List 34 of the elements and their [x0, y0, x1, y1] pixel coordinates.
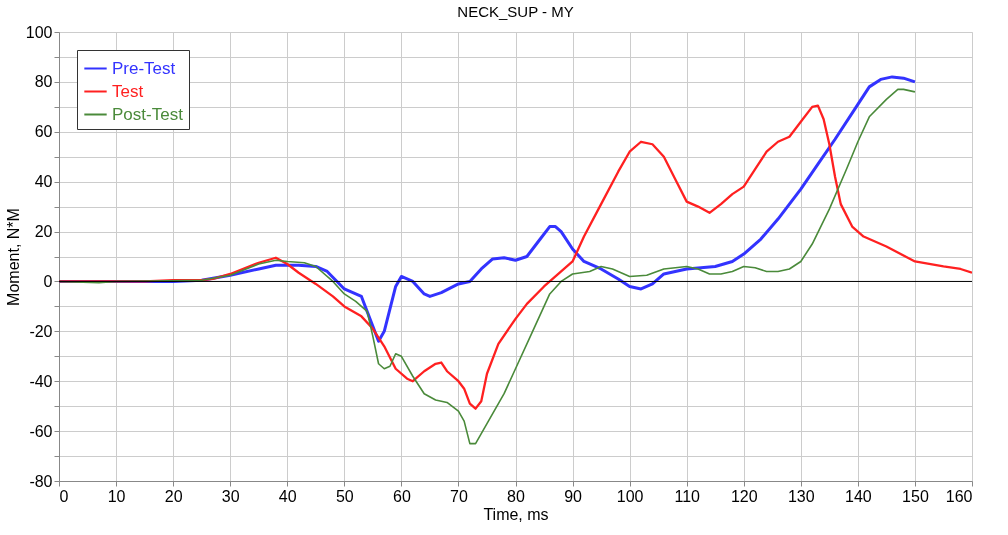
x-tick-label: 30	[221, 487, 240, 505]
y-tick-label: 20	[34, 223, 53, 241]
x-tick-label: 160	[945, 487, 973, 505]
x-tick-label: 90	[564, 487, 583, 505]
x-tick-label: 130	[787, 487, 815, 505]
x-tick-label: 60	[392, 487, 411, 505]
x-tick-label: 80	[507, 487, 525, 505]
y-tick-label: -60	[29, 422, 53, 440]
y-tick-label: 60	[34, 123, 53, 141]
y-tick-label: -20	[29, 322, 53, 340]
x-tick-label: 120	[730, 487, 758, 505]
y-axis-title: Moment, N*M	[4, 208, 22, 306]
legend-label: Pre-Test	[112, 58, 176, 78]
x-tick-label: 10	[107, 487, 126, 505]
x-tick-label: 140	[845, 487, 872, 505]
y-tick-label: 40	[34, 173, 53, 191]
y-tick-label: -40	[29, 372, 53, 390]
line-series	[59, 104, 972, 410]
chart-title: NECK_SUP - MY	[457, 3, 574, 20]
x-tick-label: 50	[335, 487, 354, 505]
y-tick-label: 0	[43, 272, 53, 290]
x-tick-label: 70	[450, 487, 468, 505]
y-tick-label: 80	[34, 73, 53, 91]
legend-label: Test	[112, 81, 144, 101]
x-tick-label: 100	[616, 487, 644, 505]
x-tick-label: 150	[902, 487, 929, 505]
x-tick-label: 40	[278, 487, 297, 505]
x-axis-title: Time, ms	[483, 505, 549, 523]
legend-label: Post-Test	[112, 104, 184, 124]
x-tick-label: 0	[59, 487, 69, 505]
x-tick-label: 20	[164, 487, 183, 505]
x-tick-label: 110	[674, 487, 701, 505]
y-tick-label: 100	[25, 23, 53, 41]
y-tick-label: -80	[29, 472, 53, 490]
